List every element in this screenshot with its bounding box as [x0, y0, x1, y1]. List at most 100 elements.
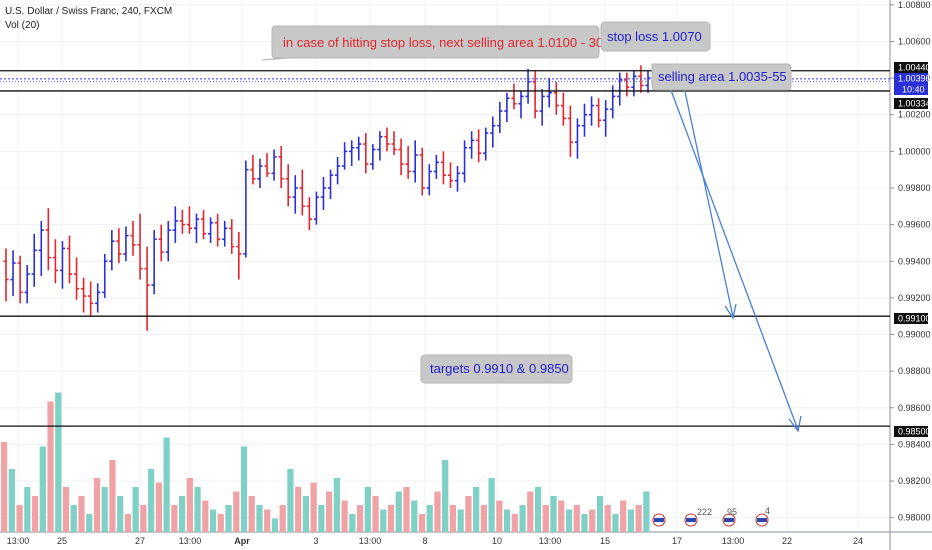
price-axis-label: 1.00000 [898, 146, 931, 156]
volume-bar [209, 509, 217, 532]
candle [476, 129, 482, 163]
candle [391, 131, 397, 156]
candle [546, 78, 552, 108]
candle [52, 239, 58, 284]
volume-bar [78, 496, 85, 532]
price-tag-target1: 0.99100 [894, 313, 931, 324]
time-axis-label: 3 [313, 536, 318, 546]
volume-bar [225, 505, 232, 532]
volume-bar [426, 505, 433, 532]
event-count-label: 95 [727, 507, 737, 517]
volume-bar [387, 505, 395, 532]
forecast-arrows[interactable] [668, 84, 802, 433]
volume-bar [326, 491, 333, 532]
volume-bar [279, 505, 286, 532]
volume-bar [449, 505, 457, 532]
time-axis-label: 10 [492, 536, 502, 546]
volume-bar [202, 500, 209, 532]
candle [412, 140, 418, 183]
candle [3, 248, 9, 302]
time-axis-label: 15 [600, 536, 610, 546]
candle [426, 164, 432, 196]
candle [440, 151, 447, 185]
candle [10, 250, 16, 297]
candle [567, 105, 573, 157]
candle [200, 209, 207, 240]
time-axis[interactable]: 13:00 25 27 13:00 Apr 3 13:00 8 10 13:00 15 17 13:00… [7, 536, 863, 546]
price-axis-label: 0.98600 [898, 403, 931, 413]
candle [158, 224, 164, 262]
volume-bar [573, 505, 580, 532]
volume-bar [356, 505, 364, 532]
flag-icon[interactable] [684, 513, 698, 527]
price-axis-label: 0.99200 [898, 293, 931, 303]
volume-bar [565, 509, 573, 532]
price-tag-target2: 0.98500 [894, 426, 931, 437]
flag-icon[interactable] [755, 513, 769, 527]
volume-bar [39, 446, 46, 532]
volume-bar [473, 487, 480, 532]
candle [257, 158, 263, 188]
volume-bar [403, 487, 410, 532]
candle [151, 230, 157, 295]
callout-stop-loss[interactable]: stop loss 1.0070 [600, 21, 711, 52]
candle [525, 68, 531, 104]
candle [497, 101, 503, 134]
price-axis-label: 0.99400 [898, 256, 931, 266]
volume-bar [511, 514, 518, 532]
candle [617, 72, 623, 106]
volume-bar [186, 478, 193, 532]
callout-selling-area[interactable]: selling area 1.0035-55 [651, 63, 792, 91]
candle [144, 246, 150, 331]
price-tag-current: 1.00396 [894, 73, 931, 84]
volume-bar [604, 505, 611, 532]
volume-bars [1, 392, 650, 532]
symbol-title: U.S. Dollar / Swiss Franc, 240, FXCM [5, 6, 172, 17]
candle [73, 257, 80, 300]
volume-bar [442, 460, 449, 532]
volume-indicator-label: Vol (20) [5, 20, 39, 31]
candle [581, 103, 588, 137]
arrow-head-icon [724, 303, 737, 320]
volume-bar [109, 460, 116, 532]
candle [469, 131, 475, 159]
candle [179, 209, 185, 234]
volume-bar [132, 487, 139, 532]
flag-icon[interactable] [652, 513, 666, 527]
volume-bar [16, 505, 23, 532]
candle [130, 220, 136, 256]
callout-selling-area-text: selling area 1.0035-55 [658, 69, 787, 84]
volume-bar [627, 509, 635, 532]
volume-bar [496, 500, 503, 532]
volume-bar [527, 491, 534, 532]
event-icons[interactable]: 222 95 4 [652, 506, 770, 527]
candle [334, 156, 341, 185]
callout-stop-note[interactable]: in case of hitting stop loss, next selli… [261, 25, 603, 61]
price-tag-top: 1.00440 [894, 62, 931, 73]
volume-bar [101, 487, 108, 532]
candle [624, 72, 630, 97]
price-axis-label: 0.98800 [898, 366, 931, 376]
candle [102, 253, 108, 298]
volume-bar [55, 392, 62, 532]
candle [172, 206, 178, 243]
event-count-label: 222 [697, 507, 712, 517]
volume-bar [256, 505, 263, 532]
volume-bar [295, 487, 302, 532]
candle [370, 144, 376, 170]
flag-icon[interactable] [722, 513, 736, 527]
time-axis-label: 13:00 [539, 536, 562, 546]
forecast-arrow-target1[interactable] [683, 86, 734, 318]
price-axis-label: 0.99600 [898, 220, 931, 230]
volume-bar [372, 496, 379, 532]
forecast-arrow-target2[interactable] [668, 84, 799, 431]
time-axis-label: 25 [57, 536, 67, 546]
callout-targets[interactable]: targets 0.9910 & 0.9850 [420, 354, 573, 384]
callout-targets-text: targets 0.9910 & 0.9850 [430, 361, 569, 376]
volume-bar [217, 514, 224, 532]
volume-bar [612, 514, 619, 532]
volume-bar [418, 514, 426, 532]
price-axis[interactable]: 1.008001.006001.004001.002001.000000.998… [890, 0, 931, 523]
candle [631, 70, 637, 97]
